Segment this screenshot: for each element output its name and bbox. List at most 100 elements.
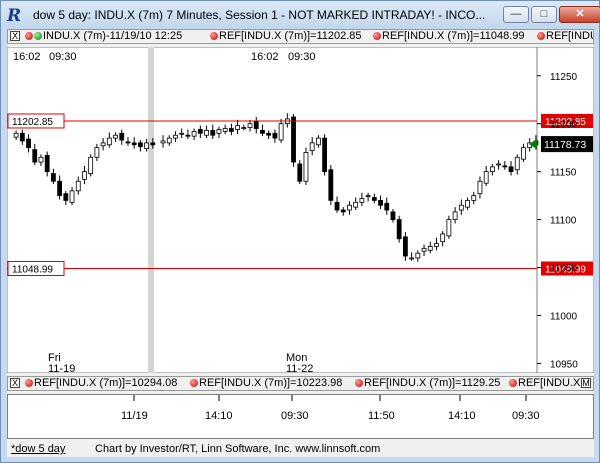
app-icon[interactable]: R [7,6,22,26]
red-dot-icon [509,379,517,387]
legend-ref-label: REF[INDU.X (7m)]=1129.25 [364,377,501,389]
minimize-button[interactable]: — [503,6,529,23]
legend-ref-item[interactable]: REF[INDU.X (7m [537,30,593,43]
candle-body [210,130,216,136]
legend-ref-item[interactable]: REF[INDU.X (7m)]=1129.25 [355,377,500,390]
ref-label-axis: 11202.85 [545,117,586,128]
maximize-button[interactable]: □ [531,6,557,23]
y-tick-label: 11000 [550,311,578,322]
candle-body [32,149,38,163]
legend-ref-item[interactable]: REF[INDU.X (7m)]=10223.98 [190,377,342,390]
last-price-label: 11178.73 [544,139,586,151]
legend-ref-item[interactable]: REF[INDU.X [509,377,580,390]
legend-menu-icon[interactable]: M [581,378,591,388]
candle-body [57,180,63,197]
candle-body [63,193,69,201]
legend-close-icon[interactable]: X [10,31,20,41]
legend-ref-label: REF[INDU.X (7m)]=10223.98 [199,377,343,389]
red-dot-icon [355,379,363,387]
legend-close-icon[interactable]: X [10,378,20,388]
candle-body [266,132,272,136]
time-axis[interactable]: 11/19 14:10 09:30 11:50 14:10 09:30 [7,394,594,439]
time-axis-label: 11:50 [368,410,395,422]
candle-body [483,171,489,184]
candle-body [44,154,50,173]
candle-body [421,247,427,252]
candle-body [496,163,502,166]
candle-body [297,163,303,182]
candle-body [179,132,185,135]
candle-body [322,137,328,173]
candle-body [508,166,514,173]
candle-body [173,134,178,139]
candle-body [452,211,458,220]
red-dot-icon [25,32,33,40]
candle-body [94,147,100,158]
candle-body [100,142,106,147]
candle-body [396,219,402,240]
legend-series-label: INDU.X (7m)-11/19/10 12:25 [43,30,183,42]
y-tick-label: 11150 [550,168,577,179]
price-chart[interactable]: 11202.85 11202.85 11048.99 11048.99 11178.73… [6,46,595,375]
red-dot-icon [537,32,545,40]
candle-body [26,138,31,149]
candle-body [197,129,203,134]
candle-body [353,201,359,208]
red-dot-icon [25,379,33,387]
ref-label-axis-box [541,261,593,276]
candle-body [88,156,94,174]
candle-body [119,132,125,141]
y-tick-label: 11200 [550,120,578,131]
legend-ref-item[interactable]: REF[INDU.X (7m)]=11048.99 [373,30,525,43]
last-price-arrow-icon [529,139,537,150]
candle-body [150,142,156,146]
title-bar[interactable]: R dow 5 day: INDU.X (7m) 7 Minutes, Sess… [1,1,600,29]
y-tick-label: 11050 [550,264,578,275]
candle-body [415,252,421,259]
candle-body [440,233,446,243]
candle-body [303,152,309,182]
candle-body [137,142,143,148]
candle-body [427,246,433,251]
legend-ref-label: REF[INDU.X (7m)]=11048.99 [382,30,525,42]
legend-series-item[interactable]: INDU.X (7m)-11/19/10 12:25 [25,30,182,43]
candle-body [50,173,56,182]
legend-ref-label: REF[INDU.X [518,377,581,389]
window-title: dow 5 day: INDU.X (7m) 7 Minutes, Sessio… [33,8,486,22]
candle-body [502,165,508,168]
candle-body [359,198,365,203]
candle-body [471,195,477,201]
candle-body [347,204,352,211]
candle-body [309,142,315,151]
candle-body [19,132,25,142]
red-dot-icon [373,32,381,40]
candle-body [222,128,228,132]
time-axis-label: 11/19 [121,410,148,422]
legend-ref-item[interactable]: REF[INDU.X (7m)]=11202.85 [210,30,362,43]
time-axis-label: 14:10 [205,410,233,422]
legend-ref-label: REF[INDU.X (7m [546,30,593,42]
candle-body [458,204,464,211]
last-price-box [541,136,593,153]
top-time-label: 16:02 [251,51,279,63]
candle-body [82,171,87,180]
candle-body [272,132,278,139]
candle-body [247,123,253,128]
top-time-label: 09:30 [49,51,77,63]
legend-ref-item[interactable]: REF[INDU.X (7m)]=10294.08 [25,377,177,390]
candle-body [521,147,526,160]
price-chart-svg[interactable]: 11202.85 11202.85 11048.99 11048.99 11178.73… [6,46,595,375]
top-time-label: 16:02 [13,51,41,63]
close-button[interactable]: ✕ [559,6,600,23]
candle-body [166,137,172,144]
candle-body [390,211,396,220]
candle-body [334,201,340,211]
top-legend-bar: X INDU.X (7m)-11/19/10 12:25 REF[INDU.X … [7,29,594,44]
ref-label-box [7,113,65,129]
candle-body [144,142,150,150]
chart-tab[interactable]: *dow 5 day [11,443,66,455]
candle-body [371,197,377,201]
candle-body [446,219,452,237]
time-axis-label: 09:30 [281,410,309,422]
